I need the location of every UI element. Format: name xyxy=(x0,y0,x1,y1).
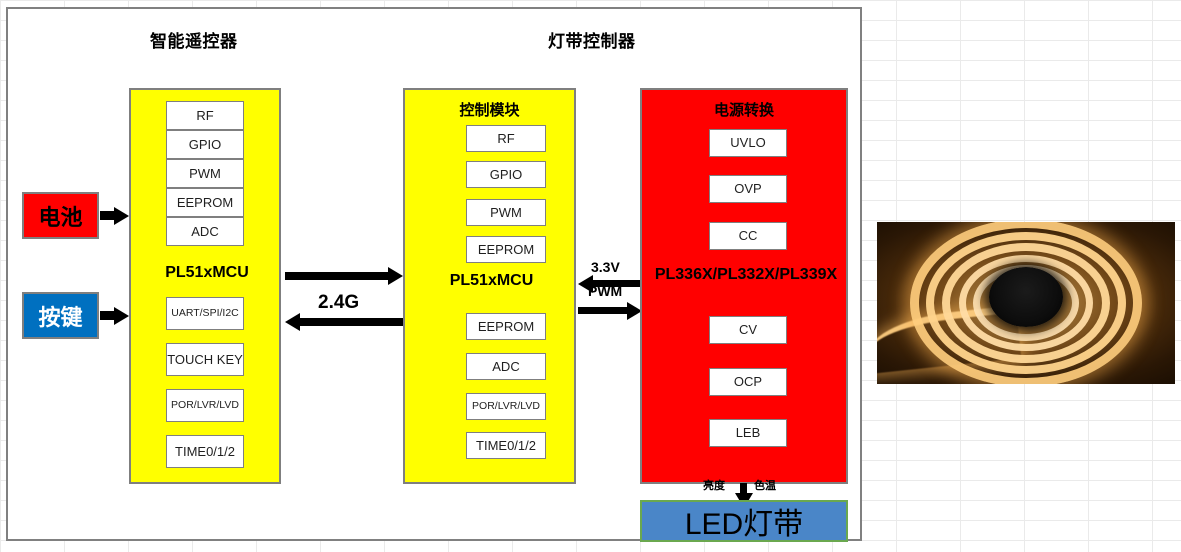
arrow-to-led-line xyxy=(740,483,747,494)
output-led-strip[interactable]: LED灯带 xyxy=(640,500,848,542)
block-power-uvlo[interactable]: UVLO xyxy=(709,129,787,157)
arrow-24g-forward-line xyxy=(285,272,390,280)
arrow-key-to-mcu-line xyxy=(100,311,114,320)
block-control-gpio[interactable]: GPIO xyxy=(466,161,546,188)
arrow-battery-to-mcu-head xyxy=(114,206,129,225)
arrow-label-24g: 2.4G xyxy=(318,292,360,313)
block-power-ovp[interactable]: OVP xyxy=(709,175,787,203)
module-control-chip-label: PL51xMCU xyxy=(449,272,534,289)
arrow-24g-forward-head xyxy=(388,267,403,285)
arrow-key-to-mcu-head xyxy=(114,306,129,325)
module-remote-mcu-chip-label: PL51xMCU xyxy=(165,264,249,281)
block-remote-pwm[interactable]: PWM xyxy=(166,159,244,188)
photo-reel-hub xyxy=(989,266,1063,327)
block-remote-por-lvr-lvd[interactable]: POR/LVR/LVD xyxy=(166,389,244,422)
input-key[interactable]: 按键 xyxy=(22,292,99,339)
arrow-pwm-line xyxy=(578,307,627,314)
input-battery-label: 电池 xyxy=(38,204,83,230)
arrow-24g-return-line xyxy=(300,318,403,326)
arrow-label-33v: 3.3V xyxy=(591,259,620,275)
arrow-battery-to-mcu-line xyxy=(100,211,114,220)
annotation-brightness: 亮度 xyxy=(703,480,725,492)
photo-ring-3 xyxy=(942,243,1110,363)
input-battery[interactable]: 电池 xyxy=(22,192,99,239)
block-remote-rf[interactable]: RF xyxy=(166,101,244,130)
block-remote-uart-spi-i2c[interactable]: UART/SPI/I2C xyxy=(166,297,244,330)
block-control-pwm[interactable]: PWM xyxy=(466,199,546,226)
arrow-pwm-head xyxy=(627,301,642,320)
arrow-33v-line xyxy=(593,280,642,287)
block-remote-time[interactable]: TIME0/1/2 xyxy=(166,435,244,468)
led-strip-photo xyxy=(877,222,1175,384)
block-power-ocp[interactable]: OCP xyxy=(709,368,787,396)
block-control-adc[interactable]: ADC xyxy=(466,353,546,380)
annotation-color-temp: 色温 xyxy=(754,480,776,492)
block-remote-gpio[interactable]: GPIO xyxy=(166,130,244,159)
block-remote-adc[interactable]: ADC xyxy=(166,217,244,246)
arrow-24g-return-head xyxy=(285,313,300,331)
block-remote-eeprom[interactable]: EEPROM xyxy=(166,188,244,217)
block-control-eeprom-top[interactable]: EEPROM xyxy=(466,236,546,263)
photo-ring-4 xyxy=(926,232,1126,374)
block-remote-touch-key[interactable]: TOUCH KEY xyxy=(166,343,244,376)
section-title-controller: 灯带控制器 xyxy=(548,32,636,51)
photo-ring-outer xyxy=(910,222,1142,384)
photo-ring-2 xyxy=(959,255,1093,351)
output-led-strip-label: LED灯带 xyxy=(684,508,804,541)
module-control-title: 控制模块 xyxy=(459,102,520,119)
module-power-conversion[interactable]: 电源转换 PL336X/PL332X/PL339X xyxy=(640,88,848,484)
block-power-cv[interactable]: CV xyxy=(709,316,787,344)
block-power-leb[interactable]: LEB xyxy=(709,419,787,447)
module-power-chip-label: PL336X/PL332X/PL339X xyxy=(654,266,838,283)
block-control-eeprom[interactable]: EEPROM xyxy=(466,313,546,340)
arrow-33v-head xyxy=(578,274,593,293)
section-title-remote: 智能遥控器 xyxy=(150,32,238,51)
block-power-cc[interactable]: CC xyxy=(709,222,787,250)
module-power-title: 电源转换 xyxy=(713,102,774,119)
block-control-rf[interactable]: RF xyxy=(466,125,546,152)
block-control-time[interactable]: TIME0/1/2 xyxy=(466,432,546,459)
input-key-label: 按键 xyxy=(38,304,83,330)
block-control-por-lvr-lvd[interactable]: POR/LVR/LVD xyxy=(466,393,546,420)
arrow-label-pwm: PWM xyxy=(588,283,623,299)
